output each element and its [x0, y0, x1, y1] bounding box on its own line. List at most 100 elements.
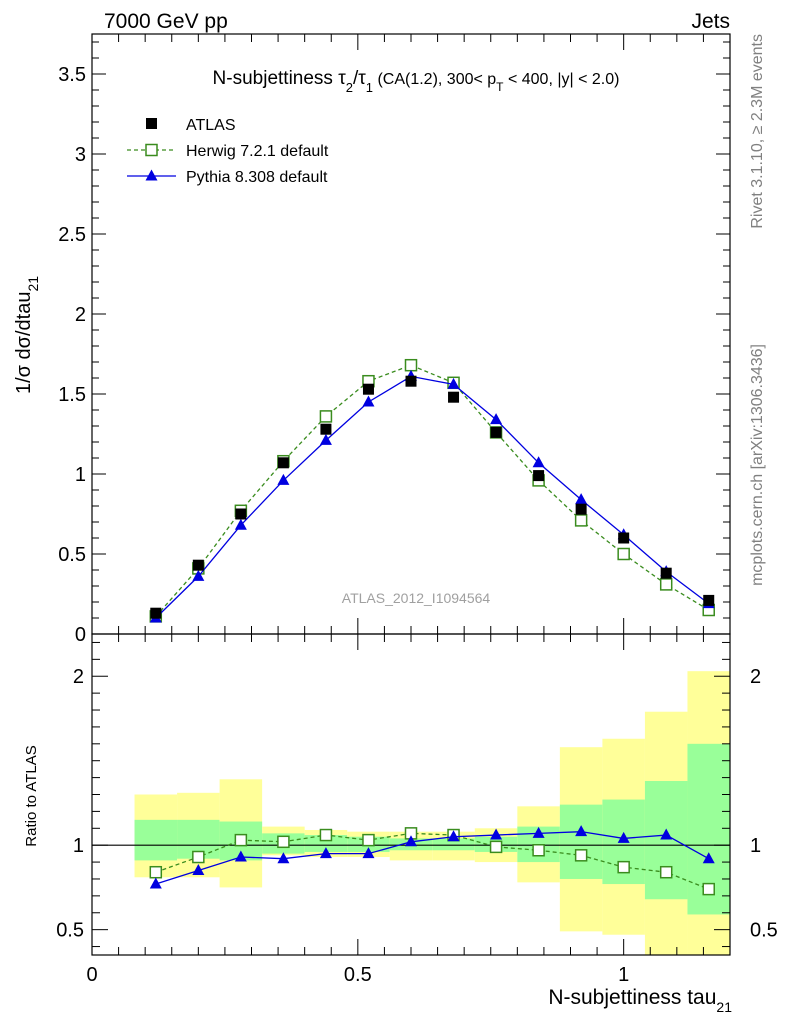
- main-y-tick-label-7: 3.5: [58, 64, 86, 86]
- main-herwig-point-11: [617, 547, 630, 561]
- main-atlas-point-12: [660, 567, 672, 579]
- chart-title-slash: /: [353, 68, 359, 89]
- ratio-pythia-point-1: [192, 864, 205, 876]
- main-pythia-point-4: [319, 433, 332, 445]
- header-right-label: Jets: [691, 10, 730, 33]
- ratio-inner-band-7: [432, 838, 475, 851]
- main-atlas-point-3: [277, 457, 289, 469]
- mcplots-side-label: mcplots.cern.ch [arXiv:1306.3436]: [749, 344, 766, 586]
- main-atlas-point-9: [533, 470, 545, 482]
- legend-marker-pythia: [145, 169, 158, 181]
- main-y-tick-label-0: 0: [75, 624, 86, 646]
- ratio-y-tick-label-right-0: 0.5: [750, 920, 778, 942]
- main-y-tick-label-2: 1: [75, 464, 86, 486]
- main-herwig-point-12: [659, 578, 673, 591]
- ratio-pythia-point-13: [702, 852, 715, 864]
- main-pythia-point-2: [234, 518, 247, 530]
- chart-title-subT: T: [496, 80, 504, 94]
- main-pythia-point-1: [192, 569, 205, 581]
- main-atlas-point-1: [192, 559, 204, 571]
- main-pythia-point-9: [532, 456, 545, 468]
- ratio-herwig-point-9: [532, 844, 545, 857]
- ratio-herwig-point-2: [234, 833, 248, 847]
- ratio-herwig-point-0: [149, 865, 163, 879]
- main-atlas-point-2: [235, 508, 247, 520]
- ratio-y-tick-label-left-2: 2: [73, 666, 84, 688]
- main-y-tick-label-6: 3: [75, 144, 86, 166]
- ratio-herwig-point-11: [617, 860, 630, 874]
- main-y-axis-label-main: 1/σ dσ/dtau: [13, 292, 35, 395]
- main-atlas-point-8: [490, 426, 502, 438]
- ratio-pythia-point-8: [490, 828, 503, 840]
- ratio-herwig-point-13: [702, 882, 715, 896]
- main-atlas-point-7: [448, 391, 460, 403]
- rivet-side-label: Rivet 3.1.10, ≥ 2.3M events: [749, 34, 766, 229]
- main-atlas-point-6: [405, 375, 417, 387]
- x-tick-label-0: 0: [86, 964, 97, 986]
- main-y-axis-label: 1/σ dσ/dtau21: [13, 276, 41, 394]
- main-y-tick-label-5: 2.5: [58, 224, 86, 246]
- ratio-pythia-point-12: [660, 828, 673, 840]
- ratio-y-tick-label-left-0: 0.5: [56, 920, 84, 942]
- ratio-y-tick-label-left-1: 1: [73, 835, 84, 857]
- ratio-pythia-point-0: [149, 877, 162, 889]
- ratio-inner-band-10: [559, 804, 603, 879]
- legend-label-pythia: Pythia 8.308 default: [186, 169, 328, 186]
- main-y-tick-label-4: 2: [75, 304, 86, 326]
- main-herwig-point-10: [574, 514, 588, 527]
- main-pythia-point-5: [362, 395, 375, 407]
- ratio-herwig-point-1: [192, 850, 205, 864]
- ratio-pythia-point-4: [319, 847, 332, 859]
- ratio-pythia-point-9: [532, 826, 545, 838]
- header-left-label: 7000 GeV pp: [104, 10, 228, 33]
- main-herwig-line: [155, 364, 710, 617]
- main-pythia-line: [155, 375, 710, 619]
- chart-title-sub1: 1: [366, 80, 373, 95]
- ratio-pythia-point-11: [617, 831, 630, 843]
- ratio-herwig-point-5: [362, 833, 375, 847]
- x-tick-label-2: 1: [618, 964, 629, 986]
- ratio-pythia-point-5: [362, 847, 375, 859]
- ratio-plot-area: 0 0.5 10.5 0.51 12 2: [56, 633, 778, 986]
- x-axis-label-main: N-subjettiness tau: [548, 986, 716, 1009]
- ratio-pythia-point-2: [234, 850, 247, 862]
- x-axis-label-sub: 21: [716, 999, 732, 1015]
- ratio-y-axis-label: Ratio to ATLAS: [23, 745, 40, 846]
- main-y-tick-label-1: 0.5: [58, 544, 86, 566]
- main-atlas-point-10: [575, 503, 587, 515]
- ratio-herwig-point-12: [659, 865, 673, 879]
- main-pythia-point-8: [490, 413, 503, 425]
- legend-label-herwig: Herwig 7.2.1 default: [186, 143, 329, 160]
- ratio-pythia-point-7: [447, 830, 460, 842]
- ratio-y-tick-label-right-2: 2: [750, 666, 761, 688]
- legend-marker-atlas: [146, 118, 157, 129]
- chart-title-selection: (CA(1.2), 300< p: [373, 71, 496, 88]
- ratio-y-tick-label-right-1: 1: [750, 835, 761, 857]
- chart-title-sub2: 2: [346, 80, 353, 95]
- ratio-herwig-point-3: [277, 835, 290, 849]
- ratio-herwig-point-4: [319, 828, 333, 842]
- chart-title-tau2: τ: [338, 68, 346, 89]
- x-axis-label: N-subjettiness tau21: [548, 986, 732, 1015]
- main-atlas-point-0: [150, 607, 162, 619]
- main-atlas-point-11: [618, 532, 630, 544]
- ratio-pythia-line: [155, 831, 710, 885]
- main-pythia-point-3: [277, 473, 290, 485]
- legend: ATLAS Herwig 7.2.1 default Pythia 8.308 …: [127, 117, 329, 186]
- main-atlas-point-4: [320, 423, 332, 435]
- main-pythia-point-7: [447, 377, 460, 389]
- ratio-pythia-point-3: [277, 852, 290, 864]
- ratio-inner-band-12: [644, 780, 688, 900]
- main-atlas-point-5: [362, 383, 374, 395]
- ratio-pythia-point-10: [575, 825, 588, 837]
- analysis-watermark: ATLAS_2012_I1094564: [342, 590, 491, 606]
- ratio-inner-band-4: [304, 835, 348, 852]
- main-y-axis-label-sub: 21: [25, 276, 41, 292]
- ratio-inner-band-0: [134, 819, 178, 861]
- legend-marker-herwig: [145, 143, 158, 157]
- ratio-herwig-point-10: [574, 849, 588, 862]
- main-atlas-point-13: [703, 594, 715, 606]
- ratio-herwig-line: [155, 832, 709, 890]
- chart-title: N-subjettiness τ2/τ1 (CA(1.2), 300< pT <…: [213, 68, 620, 95]
